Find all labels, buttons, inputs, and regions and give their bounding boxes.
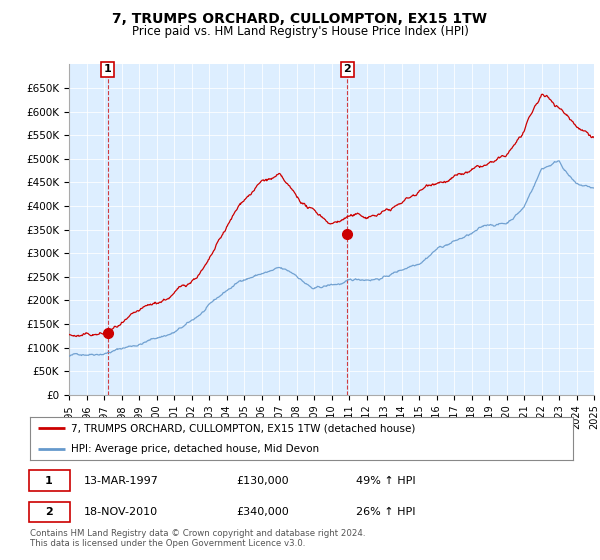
Text: 13-MAR-1997: 13-MAR-1997 [85, 475, 159, 486]
Text: HPI: Average price, detached house, Mid Devon: HPI: Average price, detached house, Mid … [71, 444, 319, 454]
Text: 1: 1 [104, 64, 112, 74]
Text: £340,000: £340,000 [236, 507, 289, 517]
Text: 18-NOV-2010: 18-NOV-2010 [85, 507, 158, 517]
Text: £130,000: £130,000 [236, 475, 289, 486]
Text: 7, TRUMPS ORCHARD, CULLOMPTON, EX15 1TW (detached house): 7, TRUMPS ORCHARD, CULLOMPTON, EX15 1TW … [71, 423, 415, 433]
FancyBboxPatch shape [29, 502, 70, 522]
Text: 49% ↑ HPI: 49% ↑ HPI [356, 475, 415, 486]
FancyBboxPatch shape [29, 470, 70, 491]
Text: 2: 2 [45, 507, 53, 517]
Text: This data is licensed under the Open Government Licence v3.0.: This data is licensed under the Open Gov… [30, 539, 305, 548]
Text: 1: 1 [45, 475, 53, 486]
Text: 26% ↑ HPI: 26% ↑ HPI [356, 507, 415, 517]
Text: Contains HM Land Registry data © Crown copyright and database right 2024.: Contains HM Land Registry data © Crown c… [30, 529, 365, 538]
Text: 2: 2 [343, 64, 351, 74]
Text: Price paid vs. HM Land Registry's House Price Index (HPI): Price paid vs. HM Land Registry's House … [131, 25, 469, 38]
Text: 7, TRUMPS ORCHARD, CULLOMPTON, EX15 1TW: 7, TRUMPS ORCHARD, CULLOMPTON, EX15 1TW [113, 12, 487, 26]
